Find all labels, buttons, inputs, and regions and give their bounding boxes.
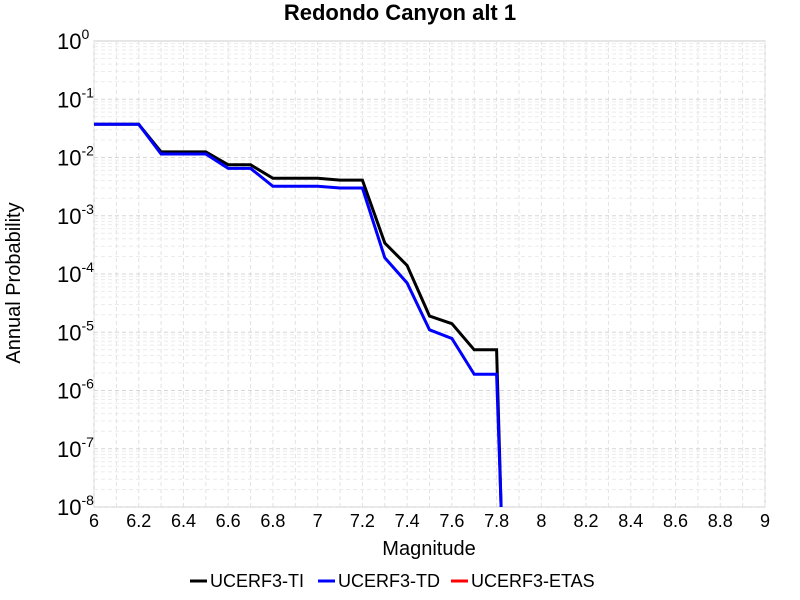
grid (93, 41, 766, 508)
series-line-ucerf3-ti (94, 122, 503, 508)
y-tick-label: 10-4 (57, 259, 94, 287)
legend: UCERF3-TI UCERF3-TD UCERF3-ETAS (190, 571, 595, 591)
x-tick-label: 6.8 (260, 511, 285, 531)
x-tick-label: 8.8 (708, 511, 733, 531)
y-tick-label: 10-6 (57, 376, 94, 404)
x-tick-label: 7.4 (395, 511, 420, 531)
series-layer (94, 122, 503, 508)
x-tick-labels: 6 6.2 6.4 6.6 6.8 7 7.2 7.4 7.6 7.8 8 8.2 8.4 8.6 8.8 9 (89, 511, 770, 531)
x-tick-label: 7.6 (439, 511, 464, 531)
x-tick-label: 6.4 (171, 511, 196, 531)
y-tick-label: 10-5 (57, 317, 94, 345)
y-tick-label: 10-7 (57, 434, 94, 462)
x-tick-label: 6.2 (126, 511, 151, 531)
y-tick-label: 10-3 (57, 201, 94, 229)
series-line-ucerf3-td (94, 122, 503, 508)
legend-label: UCERF3-TI (210, 571, 304, 591)
legend-label: UCERF3-TD (338, 571, 440, 591)
x-tick-label: 7.2 (350, 511, 375, 531)
y-tick-labels: 10-8 10-7 10-6 10-5 10-4 10-3 10-2 10-1 100 (57, 26, 94, 520)
x-axis-label: Magnitude (382, 538, 475, 560)
y-tick-label: 100 (57, 26, 89, 54)
x-tick-label: 6 (89, 511, 99, 531)
y-tick-label: 10-1 (57, 84, 94, 112)
x-tick-label: 8 (536, 511, 546, 531)
x-tick-label: 9 (760, 511, 770, 531)
y-tick-label: 10-8 (57, 492, 94, 520)
legend-label: UCERF3-ETAS (471, 571, 595, 591)
x-tick-label: 7 (313, 511, 323, 531)
x-tick-label: 8.4 (618, 511, 643, 531)
chart-title: Redondo Canyon alt 1 (284, 0, 516, 25)
x-tick-label: 7.8 (484, 511, 509, 531)
x-tick-label: 8.2 (574, 511, 599, 531)
x-tick-label: 8.6 (663, 511, 688, 531)
y-tick-label: 10-2 (57, 143, 94, 171)
x-tick-label: 6.6 (216, 511, 241, 531)
y-axis-label: Annual Probability (3, 202, 25, 363)
